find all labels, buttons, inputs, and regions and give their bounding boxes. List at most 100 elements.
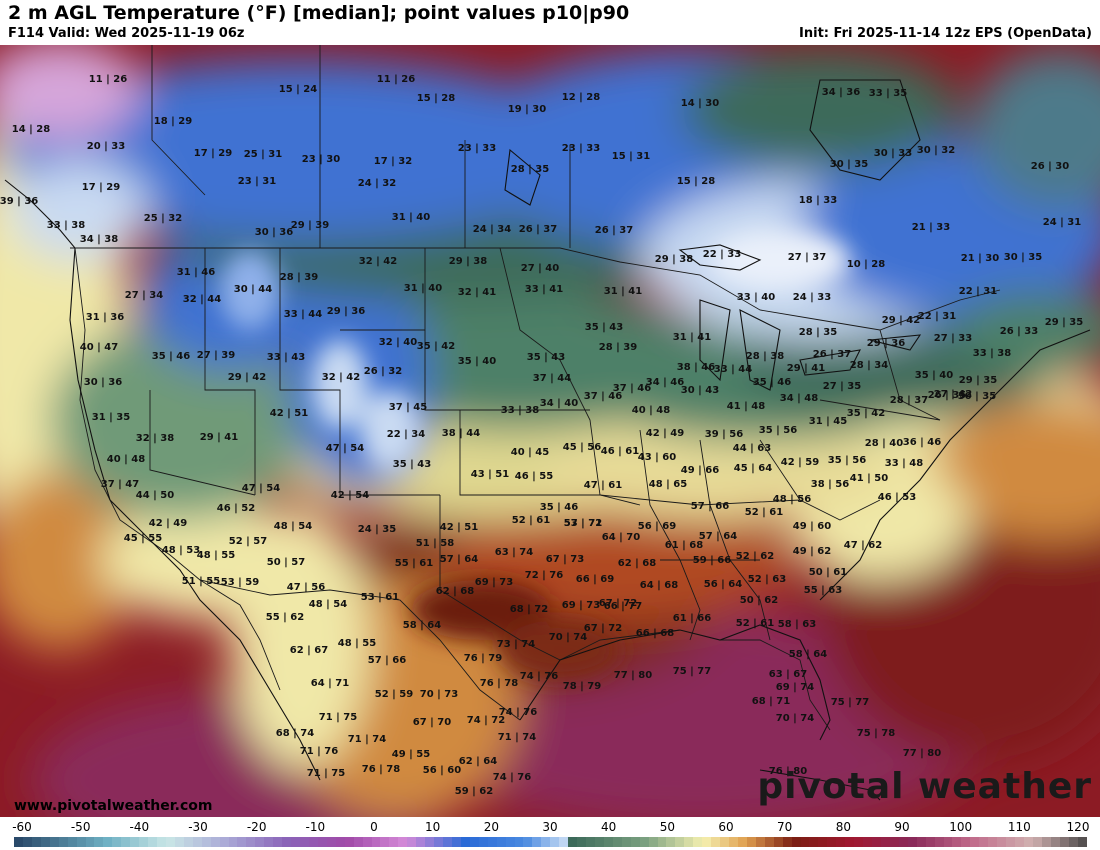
point-value-label: 35 | 43 xyxy=(393,459,431,470)
colorbar-tick-label: 110 xyxy=(1007,820,1031,834)
point-value-label: 33 | 44 xyxy=(284,309,322,320)
colorbar-cell xyxy=(568,837,578,847)
point-value-label: 40 | 48 xyxy=(632,405,670,416)
point-value-label: 15 | 28 xyxy=(417,93,455,104)
colorbar: -60 -50 -40 -30 -20 -10 0 10 20 30 40 50 60 70 80 90 100… xyxy=(0,817,1100,850)
point-value-label: 31 | 41 xyxy=(673,332,711,343)
colorbar-tick-label: 10 xyxy=(425,820,441,834)
point-value-label: 42 | 59 xyxy=(781,457,819,468)
point-value-label: 34 | 48 xyxy=(780,393,818,404)
colorbar-cell xyxy=(1068,837,1078,847)
colorbar-cell xyxy=(76,837,86,847)
point-value-label: 27 | 40 xyxy=(521,263,559,274)
point-value-label: 69 | 73 xyxy=(562,600,600,611)
point-value-label: 37 | 46 xyxy=(584,391,622,402)
colorbar-cell xyxy=(219,837,229,847)
colorbar-cell xyxy=(335,837,345,847)
point-value-label: 29 | 35 xyxy=(1045,317,1083,328)
point-value-label: 77 | 80 xyxy=(614,670,652,681)
colorbar-cell xyxy=(505,837,515,847)
point-value-label: 21 | 33 xyxy=(912,222,950,233)
colorbar-tick-label: 80 xyxy=(835,820,851,834)
point-value-label: 48 | 53 xyxy=(162,545,200,556)
colorbar-cell xyxy=(675,837,685,847)
point-value-label: 67 | 73 xyxy=(546,554,584,565)
point-value-label: 26 | 32 xyxy=(364,366,402,377)
point-value-label: 75 | 78 xyxy=(857,728,895,739)
point-value-label: 24 | 31 xyxy=(1043,217,1081,228)
point-value-label: 48 | 54 xyxy=(309,599,347,610)
point-value-label: 21 | 30 xyxy=(961,253,999,264)
colorbar-cell xyxy=(317,837,327,847)
point-value-label: 68 | 71 xyxy=(752,696,790,707)
point-value-label: 35 | 56 xyxy=(759,425,797,436)
point-value-label: 40 | 45 xyxy=(511,447,549,458)
point-value-label: 48 | 56 xyxy=(773,494,811,505)
point-value-label: 37 | 44 xyxy=(533,373,571,384)
watermark-logo: pivotal weather xyxy=(757,766,1092,807)
point-value-label: 71 | 76 xyxy=(300,746,338,757)
colorbar-cell xyxy=(898,837,908,847)
point-value-label: 29 | 42 xyxy=(882,315,920,326)
point-value-label: 76 | 78 xyxy=(480,678,518,689)
point-value-label: 31 | 35 xyxy=(92,412,130,423)
point-value-label: 57 | 66 xyxy=(691,501,729,512)
colorbar-cell xyxy=(273,837,283,847)
colorbar-cell xyxy=(380,837,390,847)
colorbar-cell xyxy=(246,837,256,847)
colorbar-cell xyxy=(1041,837,1051,847)
colorbar-cell xyxy=(434,837,443,847)
point-value-label: 47 | 54 xyxy=(242,483,280,494)
colorbar-tick-label: 100 xyxy=(949,820,973,834)
point-value-label: 31 | 46 xyxy=(177,267,215,278)
point-value-label: 37 | 47 xyxy=(101,479,139,490)
point-value-label: 42 | 54 xyxy=(331,490,369,501)
colorbar-cell xyxy=(720,837,729,847)
point-value-label: 30 | 44 xyxy=(234,284,272,295)
colorbar-cell xyxy=(1077,837,1087,847)
point-value-label: 69 | 74 xyxy=(776,682,814,693)
colorbar-cell xyxy=(398,837,408,847)
colorbar-cell xyxy=(1032,837,1042,847)
point-value-label: 29 | 38 xyxy=(449,256,487,267)
colorbar-cell xyxy=(755,837,765,847)
colorbar-cell xyxy=(514,837,524,847)
colorbar-cell xyxy=(139,837,149,847)
point-value-label: 31 | 45 xyxy=(809,416,847,427)
colorbar-cell xyxy=(1023,837,1033,847)
colorbar-cell xyxy=(192,837,202,847)
point-value-label: 48 | 65 xyxy=(649,479,687,490)
colorbar-strip xyxy=(14,837,1087,847)
map-title: 2 m AGL Temperature (°F) [median]; point… xyxy=(8,2,630,24)
init-time: Init: Fri 2025-11-14 12z EPS (OpenData) xyxy=(799,26,1092,41)
point-value-label: 24 | 35 xyxy=(358,524,396,535)
point-value-label: 52 | 63 xyxy=(748,574,786,585)
point-value-label: 67 | 72 xyxy=(599,598,637,609)
point-value-label: 59 | 66 xyxy=(693,555,731,566)
point-value-label: 55 | 62 xyxy=(266,612,304,623)
point-value-label: 57 | 64 xyxy=(699,531,737,542)
point-value-label: 30 | 33 xyxy=(874,148,912,159)
point-value-label: 58 | 64 xyxy=(789,649,827,660)
colorbar-cell xyxy=(523,837,533,847)
point-value-label: 64 | 71 xyxy=(311,678,349,689)
point-value-label: 50 | 61 xyxy=(809,567,847,578)
point-value-label: 23 | 33 xyxy=(458,143,496,154)
colorbar-tick-label: 20 xyxy=(483,820,499,834)
point-value-label: 29 | 36 xyxy=(867,338,905,349)
point-value-label: 71 | 74 xyxy=(498,732,536,743)
temperature-map[interactable]: 11 | 26 14 | 28 18 | 29 20 | 33 17 | 29 15 | … xyxy=(0,45,1100,817)
point-value-label: 29 | 42 xyxy=(228,372,266,383)
point-value-label: 66 | 68 xyxy=(636,628,674,639)
point-value-label: 34 | 36 xyxy=(822,87,860,98)
point-value-label: 70 | 74 xyxy=(549,632,587,643)
point-value-label: 40 | 47 xyxy=(80,342,118,353)
point-value-label: 31 | 41 xyxy=(604,286,642,297)
colorbar-cell xyxy=(85,837,95,847)
point-value-label: 34 | 40 xyxy=(540,398,578,409)
colorbar-cell xyxy=(451,837,461,847)
coastlines xyxy=(4,79,1091,801)
point-value-label: 33 | 35 xyxy=(869,88,907,99)
colorbar-cell xyxy=(997,837,1007,847)
point-value-label: 76 | 80 xyxy=(769,766,807,777)
